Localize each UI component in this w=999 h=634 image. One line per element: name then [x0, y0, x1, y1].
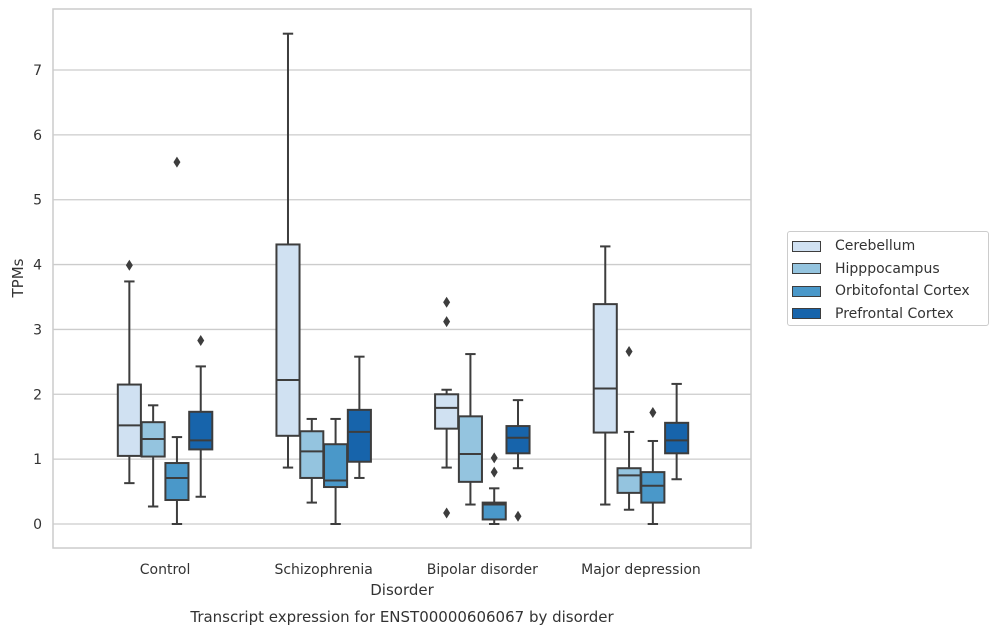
box: [505, 425, 531, 455]
outlier-point: [490, 466, 498, 478]
box: [275, 243, 301, 437]
box: [323, 443, 349, 489]
outlier-point: [490, 452, 498, 464]
box-plot: [275, 32, 301, 469]
outlier-point: [649, 406, 657, 418]
box-plot: [481, 452, 507, 525]
y-tick-labels: 0 1 2 3 4 5 6 7: [33, 63, 42, 533]
grid-lines: [53, 69, 751, 525]
box: [640, 471, 666, 504]
box-plot: [188, 334, 214, 498]
legend-label: Orbitofontal Cortex: [835, 283, 970, 300]
box: [481, 501, 507, 521]
x-tick-label: Schizophrenia: [274, 562, 372, 578]
outlier-point: [197, 334, 205, 346]
outlier-point: [173, 156, 181, 168]
box-plot: [664, 382, 690, 481]
outlier-point: [443, 507, 451, 519]
box: [664, 421, 690, 455]
legend-swatch: [792, 240, 821, 252]
x-tick-label: Control: [140, 562, 191, 578]
box: [457, 415, 483, 483]
box: [116, 383, 142, 457]
y-tick-label: 6: [33, 128, 42, 144]
x-axis-title: Disorder: [370, 581, 434, 599]
outlier-point: [125, 259, 133, 271]
box-plot: [434, 296, 460, 519]
box-plot: [505, 399, 531, 522]
chart-title: Transcript expression for ENST0000060606…: [189, 608, 614, 626]
box-plot: [164, 156, 190, 525]
y-tick-label: 7: [33, 63, 42, 79]
box-plot: [457, 353, 483, 506]
box: [592, 303, 618, 434]
box: [616, 467, 642, 494]
y-tick-label: 4: [33, 258, 42, 274]
legend-label: Prefrontal Cortex: [835, 305, 954, 322]
legend-label: Hipppocampus: [835, 260, 940, 277]
box-plot: [616, 345, 642, 511]
legend-item: Prefrontal Cortex: [792, 303, 988, 326]
box: [299, 430, 325, 479]
box-groups: [116, 32, 690, 525]
outlier-point: [514, 510, 522, 522]
legend-label: Cerebellum: [835, 238, 916, 255]
box-plot: [640, 406, 666, 525]
box-plot: [346, 355, 372, 479]
y-tick-label: 1: [33, 452, 42, 468]
box: [346, 408, 372, 463]
box-plot: [323, 417, 349, 525]
legend-swatch: [792, 285, 821, 297]
box-plot: [116, 259, 142, 485]
legend-item: Cerebellum: [792, 235, 988, 258]
box: [164, 462, 190, 502]
plot-area: [52, 8, 752, 549]
y-tick-label: 3: [33, 322, 42, 338]
legend-swatch: [792, 308, 821, 320]
y-tick-label: 5: [33, 193, 42, 209]
outlier-point: [443, 316, 451, 328]
box-plot: [592, 245, 618, 506]
x-tick-labels: Control Schizophrenia Bipolar disorder Majo…: [140, 562, 701, 578]
y-tick-label: 0: [33, 517, 42, 533]
legend-item: Hipppocampus: [792, 258, 988, 281]
x-tick-label: Major depression: [581, 562, 701, 578]
box: [434, 393, 460, 430]
legend: Cerebellum Hipppocampus Orbitofontal Corte…: [787, 231, 989, 326]
legend-swatch: [792, 263, 821, 275]
outlier-point: [443, 296, 451, 308]
y-axis-title: TPMs: [9, 258, 27, 298]
y-tick-label: 2: [33, 387, 42, 403]
outlier-point: [625, 345, 633, 357]
box: [188, 410, 214, 451]
box-plot: [140, 404, 166, 508]
x-tick-label: Bipolar disorder: [427, 562, 538, 578]
legend-item: Orbitofontal Cortex: [792, 280, 988, 303]
